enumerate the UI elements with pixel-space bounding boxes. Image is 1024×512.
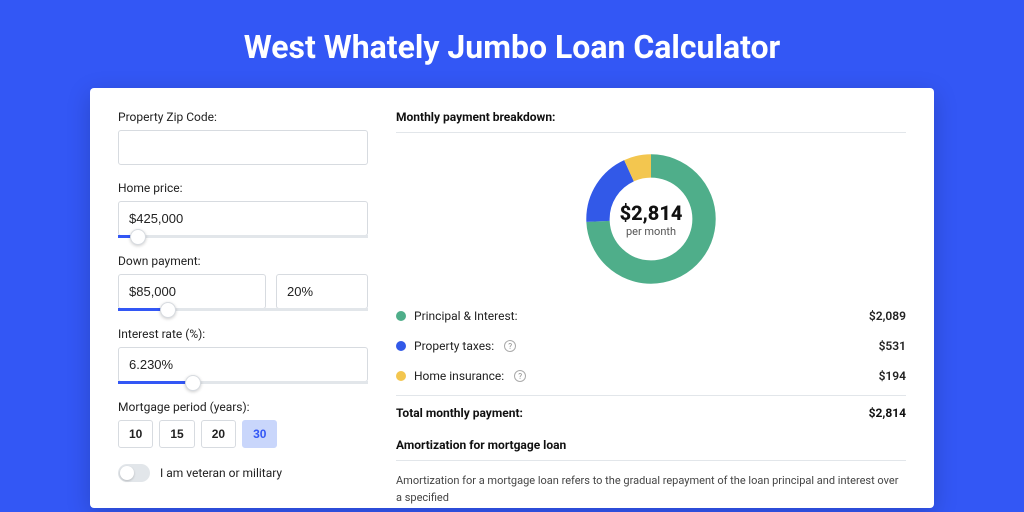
down-payment-amount-input[interactable]	[118, 274, 266, 309]
legend-value: $194	[879, 369, 906, 383]
donut-center: $2,814 per month	[581, 149, 721, 289]
down-payment-slider[interactable]	[118, 308, 368, 311]
breakdown-panel: Monthly payment breakdown: $2,814 per mo…	[396, 110, 906, 486]
zip-field: Property Zip Code:	[118, 110, 368, 165]
legend-label: Principal & Interest:	[414, 309, 518, 323]
amortization-title: Amortization for mortgage loan	[396, 438, 906, 452]
calculator-card: Property Zip Code: Home price: Down paym…	[90, 88, 934, 508]
donut-amount: $2,814	[620, 201, 683, 225]
legend-row: Property taxes:? $531	[396, 331, 906, 361]
divider	[396, 132, 906, 133]
down-payment-field: Down payment:	[118, 254, 368, 311]
zip-input[interactable]	[118, 130, 368, 165]
veteran-toggle[interactable]	[118, 464, 150, 482]
interest-slider-fill	[118, 381, 193, 384]
total-value: $2,814	[869, 406, 906, 420]
zip-label: Property Zip Code:	[118, 110, 368, 124]
interest-field: Interest rate (%):	[118, 327, 368, 384]
legend-row: Home insurance:? $194	[396, 361, 906, 391]
period-option-20[interactable]: 20	[201, 420, 236, 448]
donut-sub: per month	[626, 225, 676, 238]
interest-input[interactable]	[118, 347, 368, 382]
interest-slider-knob[interactable]	[185, 375, 201, 391]
form-panel: Property Zip Code: Home price: Down paym…	[118, 110, 368, 486]
info-icon[interactable]: ?	[504, 340, 516, 352]
period-option-30[interactable]: 30	[242, 420, 277, 448]
legend-value: $531	[879, 339, 906, 353]
home-price-slider[interactable]	[118, 235, 368, 238]
veteran-toggle-knob	[120, 466, 134, 480]
home-price-input[interactable]	[118, 201, 368, 236]
period-options: 10152030	[118, 420, 368, 448]
home-price-label: Home price:	[118, 181, 368, 195]
legend-label: Home insurance:	[414, 369, 504, 383]
period-label: Mortgage period (years):	[118, 400, 368, 414]
home-price-field: Home price:	[118, 181, 368, 238]
amortization-text: Amortization for a mortgage loan refers …	[396, 473, 906, 506]
breakdown-title: Monthly payment breakdown:	[396, 110, 906, 124]
legend-value: $2,089	[869, 309, 906, 323]
down-payment-label: Down payment:	[118, 254, 368, 268]
total-row: Total monthly payment: $2,814	[396, 395, 906, 434]
legend-dot	[396, 371, 406, 381]
info-icon[interactable]: ?	[514, 370, 526, 382]
veteran-label: I am veteran or military	[160, 466, 282, 480]
interest-label: Interest rate (%):	[118, 327, 368, 341]
legend-dot	[396, 341, 406, 351]
down-payment-slider-knob[interactable]	[160, 302, 176, 318]
veteran-row: I am veteran or military	[118, 464, 368, 482]
period-option-10[interactable]: 10	[118, 420, 153, 448]
legend-dot	[396, 311, 406, 321]
divider	[396, 460, 906, 461]
interest-slider[interactable]	[118, 381, 368, 384]
page-title: West Whately Jumbo Loan Calculator	[0, 0, 1024, 88]
total-label: Total monthly payment:	[396, 406, 523, 420]
period-field: Mortgage period (years): 10152030	[118, 400, 368, 448]
donut-wrap: $2,814 per month	[396, 145, 906, 301]
legend-label: Property taxes:	[414, 339, 494, 353]
legend-row: Principal & Interest: $2,089	[396, 301, 906, 331]
period-option-15[interactable]: 15	[159, 420, 194, 448]
home-price-slider-knob[interactable]	[130, 229, 146, 245]
legend: Principal & Interest: $2,089 Property taxe…	[396, 301, 906, 391]
donut-chart: $2,814 per month	[581, 149, 721, 289]
down-payment-pct-input[interactable]	[276, 274, 368, 309]
